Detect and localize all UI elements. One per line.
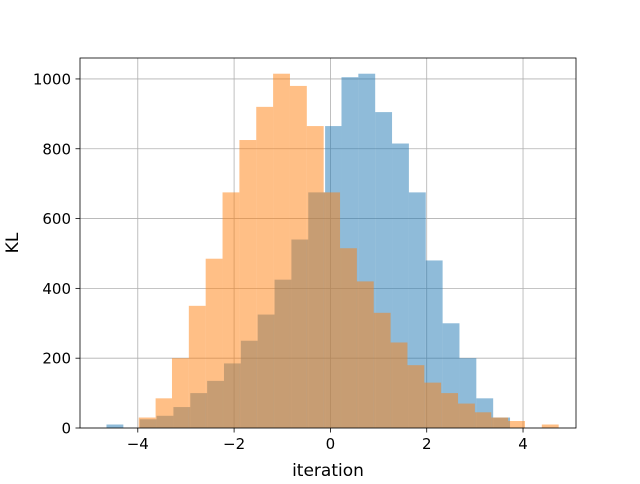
y-tick-label: 800 [42, 140, 71, 158]
histogram-bar [289, 85, 307, 428]
histogram-bar [222, 192, 240, 428]
histogram-bar [256, 106, 274, 429]
y-tick-label: 1000 [33, 70, 71, 88]
y-tick-label: 600 [42, 210, 71, 228]
histogram-bar [373, 312, 391, 428]
x-tick-label: −2 [223, 435, 245, 453]
frame-layer [79, 57, 577, 429]
histogram-bar [171, 358, 189, 428]
histogram-bar [323, 192, 341, 428]
histogram-bar [491, 417, 509, 428]
x-tick-label: 0 [326, 435, 336, 453]
x-tick-label: 2 [422, 435, 432, 453]
y-tick-label: 0 [61, 420, 71, 438]
histogram-bar [508, 421, 525, 428]
histogram-bar [106, 424, 124, 428]
histogram-bar [155, 398, 172, 428]
histogram-bar [138, 417, 156, 428]
histogram-bar [239, 140, 257, 428]
histogram-bar [407, 365, 425, 428]
x-tick-label: −4 [127, 435, 149, 453]
plot-frame [79, 57, 577, 429]
histogram-bar [458, 403, 475, 428]
y-tick-label: 200 [42, 350, 71, 368]
histogram-bar [424, 382, 442, 428]
x-tick-label: 4 [518, 435, 528, 453]
ticks-layer: −4 −2 0 2 4 0 200 400 600 800 1000 [33, 70, 528, 453]
y-tick-label: 400 [42, 280, 71, 298]
histogram-bar [306, 126, 324, 428]
histogram-bar [390, 342, 408, 428]
histogram-bar [340, 248, 357, 428]
histogram-bar [356, 281, 374, 428]
histogram-bar [188, 305, 206, 428]
histogram-bar [474, 412, 492, 428]
histogram-bar [205, 258, 223, 428]
histogram-bar [541, 424, 559, 428]
histogram-bar [441, 393, 459, 428]
x-axis-label: iteration [292, 461, 364, 480]
bars-layer [106, 73, 559, 429]
histogram-bar [273, 73, 290, 428]
y-axis-label: KL [3, 232, 23, 253]
